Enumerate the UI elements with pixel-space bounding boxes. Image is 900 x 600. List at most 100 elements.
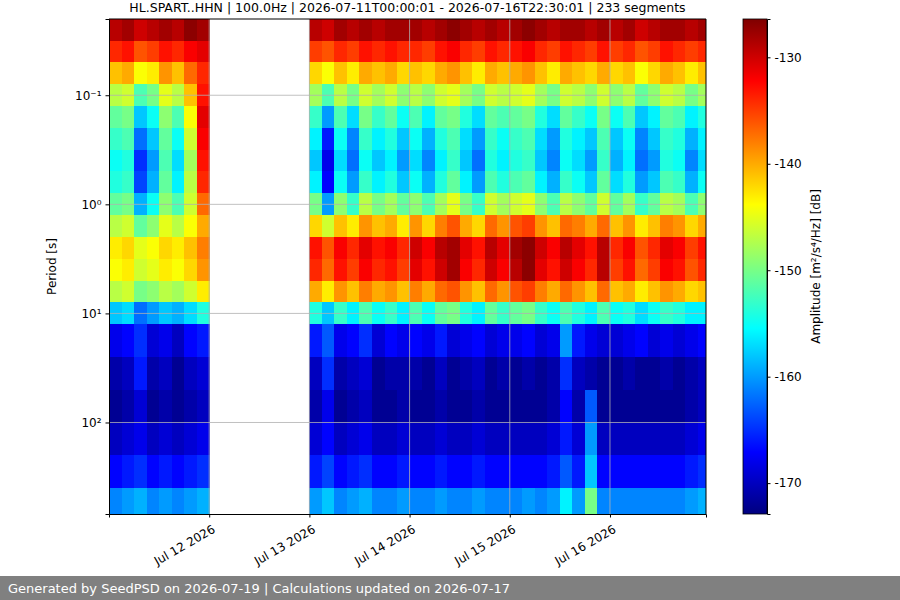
cell: [497, 455, 510, 488]
cell: [698, 62, 706, 84]
cell: [560, 171, 573, 193]
cell: [485, 455, 498, 488]
cell: [472, 324, 485, 357]
cell: [109, 455, 122, 488]
cell: [309, 259, 322, 281]
cell: [510, 62, 523, 84]
cell: [485, 422, 498, 455]
cell: [673, 19, 686, 41]
cell: [535, 62, 548, 84]
cell: [597, 150, 610, 172]
cell: [685, 281, 698, 303]
cell: [347, 390, 360, 423]
cell: [497, 281, 510, 303]
cell: [648, 215, 661, 237]
cell: [410, 106, 423, 128]
cell: [184, 171, 197, 193]
cell: [698, 259, 706, 281]
cell: [347, 62, 360, 84]
cell: [359, 106, 372, 128]
cell: [197, 357, 210, 390]
y-tick-label: 10⁰: [81, 198, 101, 212]
y-tick: 10¹: [81, 307, 109, 321]
cell: [309, 488, 322, 514]
cell: [109, 390, 122, 423]
cell: [510, 128, 523, 150]
cell: [497, 41, 510, 63]
cell: [460, 237, 473, 259]
cell: [460, 62, 473, 84]
cell: [610, 41, 623, 63]
cell: [184, 150, 197, 172]
cell: [122, 488, 135, 514]
cell: [410, 41, 423, 63]
cell: [698, 171, 706, 193]
cell: [698, 237, 706, 259]
cell: [660, 259, 673, 281]
cell: [522, 455, 535, 488]
cell: [347, 324, 360, 357]
cell: [134, 171, 147, 193]
cell: [334, 455, 347, 488]
cell: [347, 237, 360, 259]
cell: [435, 390, 448, 423]
cell: [397, 324, 410, 357]
cell: [635, 281, 648, 303]
cell: [560, 324, 573, 357]
cell: [347, 128, 360, 150]
cell: [472, 215, 485, 237]
cell: [660, 237, 673, 259]
cell: [372, 171, 385, 193]
x-tick-mark: [510, 514, 511, 518]
cell: [510, 390, 523, 423]
cell: [698, 19, 706, 41]
cell: [122, 357, 135, 390]
cell: [510, 106, 523, 128]
cell: [673, 150, 686, 172]
cell: [497, 62, 510, 84]
cell: [497, 357, 510, 390]
cell: [497, 237, 510, 259]
cell: [623, 422, 636, 455]
cell: [585, 171, 598, 193]
cell: [510, 357, 523, 390]
cells: [109, 19, 706, 514]
y-axis: 10⁻¹10⁰10¹10²: [75, 20, 109, 515]
cell: [685, 128, 698, 150]
cell: [197, 422, 210, 455]
cell: [648, 357, 661, 390]
cell: [685, 455, 698, 488]
cell: [623, 106, 636, 128]
cell: [334, 259, 347, 281]
cell: [610, 390, 623, 423]
cell: [585, 324, 598, 357]
cell: [597, 19, 610, 41]
cell: [572, 259, 585, 281]
cell: [610, 106, 623, 128]
cell: [147, 455, 160, 488]
cell: [610, 357, 623, 390]
cell: [359, 171, 372, 193]
x-tick-label: Jul 13 2026: [251, 522, 318, 569]
cell: [623, 128, 636, 150]
cell: [522, 19, 535, 41]
cell: [334, 62, 347, 84]
cell: [172, 150, 185, 172]
cell: [359, 19, 372, 41]
cell: [572, 215, 585, 237]
cell: [610, 171, 623, 193]
cell: [560, 106, 573, 128]
cell: [334, 281, 347, 303]
cell: [685, 19, 698, 41]
cell: [435, 357, 448, 390]
cell: [585, 237, 598, 259]
cell: [309, 390, 322, 423]
cell: [197, 237, 210, 259]
cell: [122, 390, 135, 423]
cell: [623, 488, 636, 514]
cell: [497, 150, 510, 172]
cell: [147, 237, 160, 259]
cell: [472, 128, 485, 150]
cell: [460, 390, 473, 423]
cell: [685, 237, 698, 259]
